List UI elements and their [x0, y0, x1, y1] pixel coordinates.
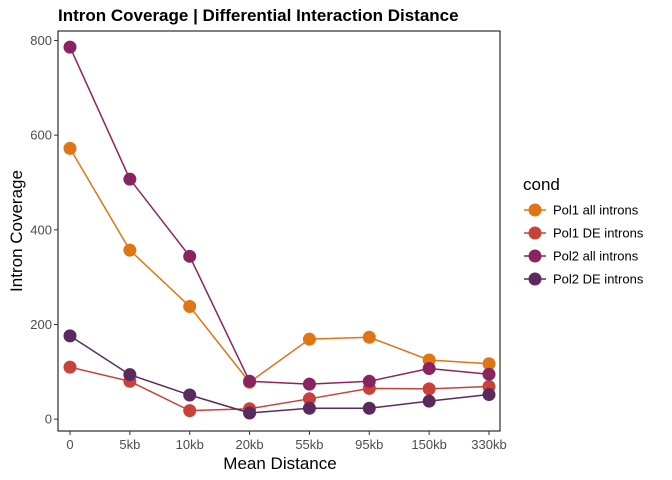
data-point [123, 172, 137, 186]
data-point [302, 332, 316, 346]
series-line [69, 46, 490, 385]
legend: cond Pol1 all introns Pol1 DE introns Pol2… [523, 175, 644, 287]
series-line [69, 335, 490, 414]
x-axis-title: Mean Distance [223, 454, 336, 473]
data-point [482, 388, 496, 402]
y-axis-title: Intron Coverage [7, 170, 26, 292]
data-point [63, 329, 77, 343]
data-point [243, 406, 257, 420]
data-point [422, 382, 436, 396]
data-point [302, 392, 316, 406]
y-tick-label: 200 [30, 317, 52, 332]
data-point [183, 249, 197, 263]
data-point [482, 357, 496, 371]
data-point [123, 368, 137, 382]
x-tick-label: 0 [66, 437, 73, 452]
x-tick-label: 55kb [295, 437, 323, 452]
x-tick-label: 330kb [471, 437, 506, 452]
data-point [243, 374, 257, 388]
data-point [302, 377, 316, 391]
x-axis: 0 5kb 10kb 20kb 55kb 95kb 150kb 330kb [66, 431, 507, 452]
y-tick-label: 0 [45, 412, 52, 427]
data-point [422, 362, 436, 376]
chart-title: Intron Coverage | Differential Interacti… [58, 6, 459, 25]
data-point [302, 401, 316, 415]
y-tick-label: 600 [30, 128, 52, 143]
legend-label: Pol1 all introns [553, 203, 639, 218]
x-tick-label: 5kb [119, 437, 140, 452]
x-tick-label: 95kb [355, 437, 383, 452]
data-point [63, 360, 77, 374]
data-point [422, 394, 436, 408]
legend-label: Pol2 DE introns [553, 272, 644, 287]
y-tick-label: 400 [30, 222, 52, 237]
series-line [69, 366, 490, 412]
series-layer [63, 40, 496, 420]
data-point [362, 401, 376, 415]
data-point [63, 141, 77, 155]
data-point [183, 388, 197, 402]
data-point [63, 40, 77, 54]
data-point [362, 374, 376, 388]
legend-key-point [528, 203, 542, 217]
data-point [482, 367, 496, 381]
series-line [69, 148, 490, 384]
legend-key-point [528, 249, 542, 263]
x-tick-label: 10kb [176, 437, 204, 452]
data-point [123, 243, 137, 257]
y-axis: 0 200 400 600 800 [30, 33, 58, 427]
data-point [183, 404, 197, 418]
legend-label: Pol2 all introns [553, 249, 639, 264]
data-point [362, 330, 376, 344]
legend-label: Pol1 DE introns [553, 226, 644, 241]
legend-key-point [528, 272, 542, 286]
x-tick-label: 20kb [235, 437, 263, 452]
legend-title: cond [523, 175, 560, 194]
legend-key-point [528, 226, 542, 240]
data-point [183, 300, 197, 314]
y-tick-label: 800 [30, 33, 52, 48]
x-tick-label: 150kb [411, 437, 446, 452]
